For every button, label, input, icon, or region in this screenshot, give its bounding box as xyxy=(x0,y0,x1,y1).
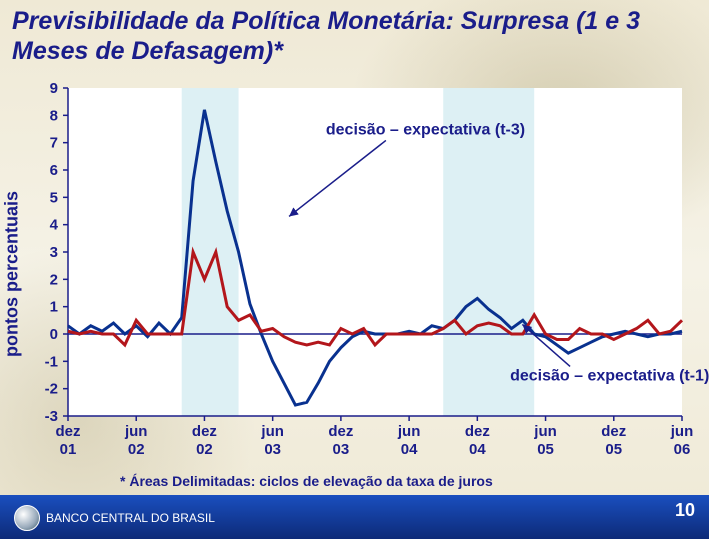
x-tick-label: jun xyxy=(260,423,284,440)
footer-logo: BANCO CENTRAL DO BRASIL xyxy=(14,505,215,531)
y-tick-label: 8 xyxy=(50,107,58,124)
x-tick-label: 06 xyxy=(674,441,691,458)
x-tick-label: jun xyxy=(533,423,557,440)
annotation-label: decisão – expectativa (t-3) xyxy=(326,121,525,138)
y-tick-label: 3 xyxy=(50,244,58,261)
y-tick-label: 1 xyxy=(50,299,58,316)
x-tick-label: dez xyxy=(192,423,217,440)
y-tick-label: 4 xyxy=(50,217,59,234)
y-tick-label: 5 xyxy=(50,189,58,206)
x-tick-label: jun xyxy=(670,423,694,440)
x-tick-label: dez xyxy=(328,423,353,440)
page-number: 10 xyxy=(675,500,695,521)
x-tick-label: dez xyxy=(601,423,626,440)
x-tick-label: 02 xyxy=(128,441,145,458)
chart-svg: -3-2-10123456789dez01jun02dez02jun03dez0… xyxy=(18,80,690,468)
y-tick-label: 6 xyxy=(50,162,58,179)
x-tick-label: jun xyxy=(397,423,421,440)
y-tick-label: -1 xyxy=(45,353,58,370)
x-tick-label: 03 xyxy=(333,441,350,458)
slide-title: Previsibilidade da Política Monetária: S… xyxy=(12,6,697,66)
x-tick-label: dez xyxy=(465,423,490,440)
x-tick-label: 03 xyxy=(264,441,281,458)
y-tick-label: 2 xyxy=(50,271,58,288)
x-tick-label: 01 xyxy=(60,441,77,458)
slide: Previsibilidade da Política Monetária: S… xyxy=(0,0,709,539)
y-tick-label: -2 xyxy=(45,381,58,398)
y-tick-label: 9 xyxy=(50,80,58,97)
logo-icon xyxy=(14,505,40,531)
y-axis-label: pontos percentuais xyxy=(2,191,23,357)
footer-logo-text: BANCO CENTRAL DO BRASIL xyxy=(46,511,215,525)
chart: pontos percentuais -3-2-10123456789dez01… xyxy=(18,80,690,468)
x-tick-label: 02 xyxy=(196,441,213,458)
footnote: * Áreas Delimitadas: ciclos de elevação … xyxy=(120,473,493,489)
x-tick-label: 04 xyxy=(469,441,486,458)
x-tick-label: 05 xyxy=(537,441,554,458)
y-tick-label: 0 xyxy=(50,326,58,343)
x-tick-label: 05 xyxy=(605,441,622,458)
y-tick-label: 7 xyxy=(50,135,58,152)
x-tick-label: jun xyxy=(124,423,148,440)
x-tick-label: dez xyxy=(55,423,80,440)
annotation-label: decisão – expectativa (t-1) xyxy=(510,367,709,384)
x-tick-label: 04 xyxy=(401,441,418,458)
